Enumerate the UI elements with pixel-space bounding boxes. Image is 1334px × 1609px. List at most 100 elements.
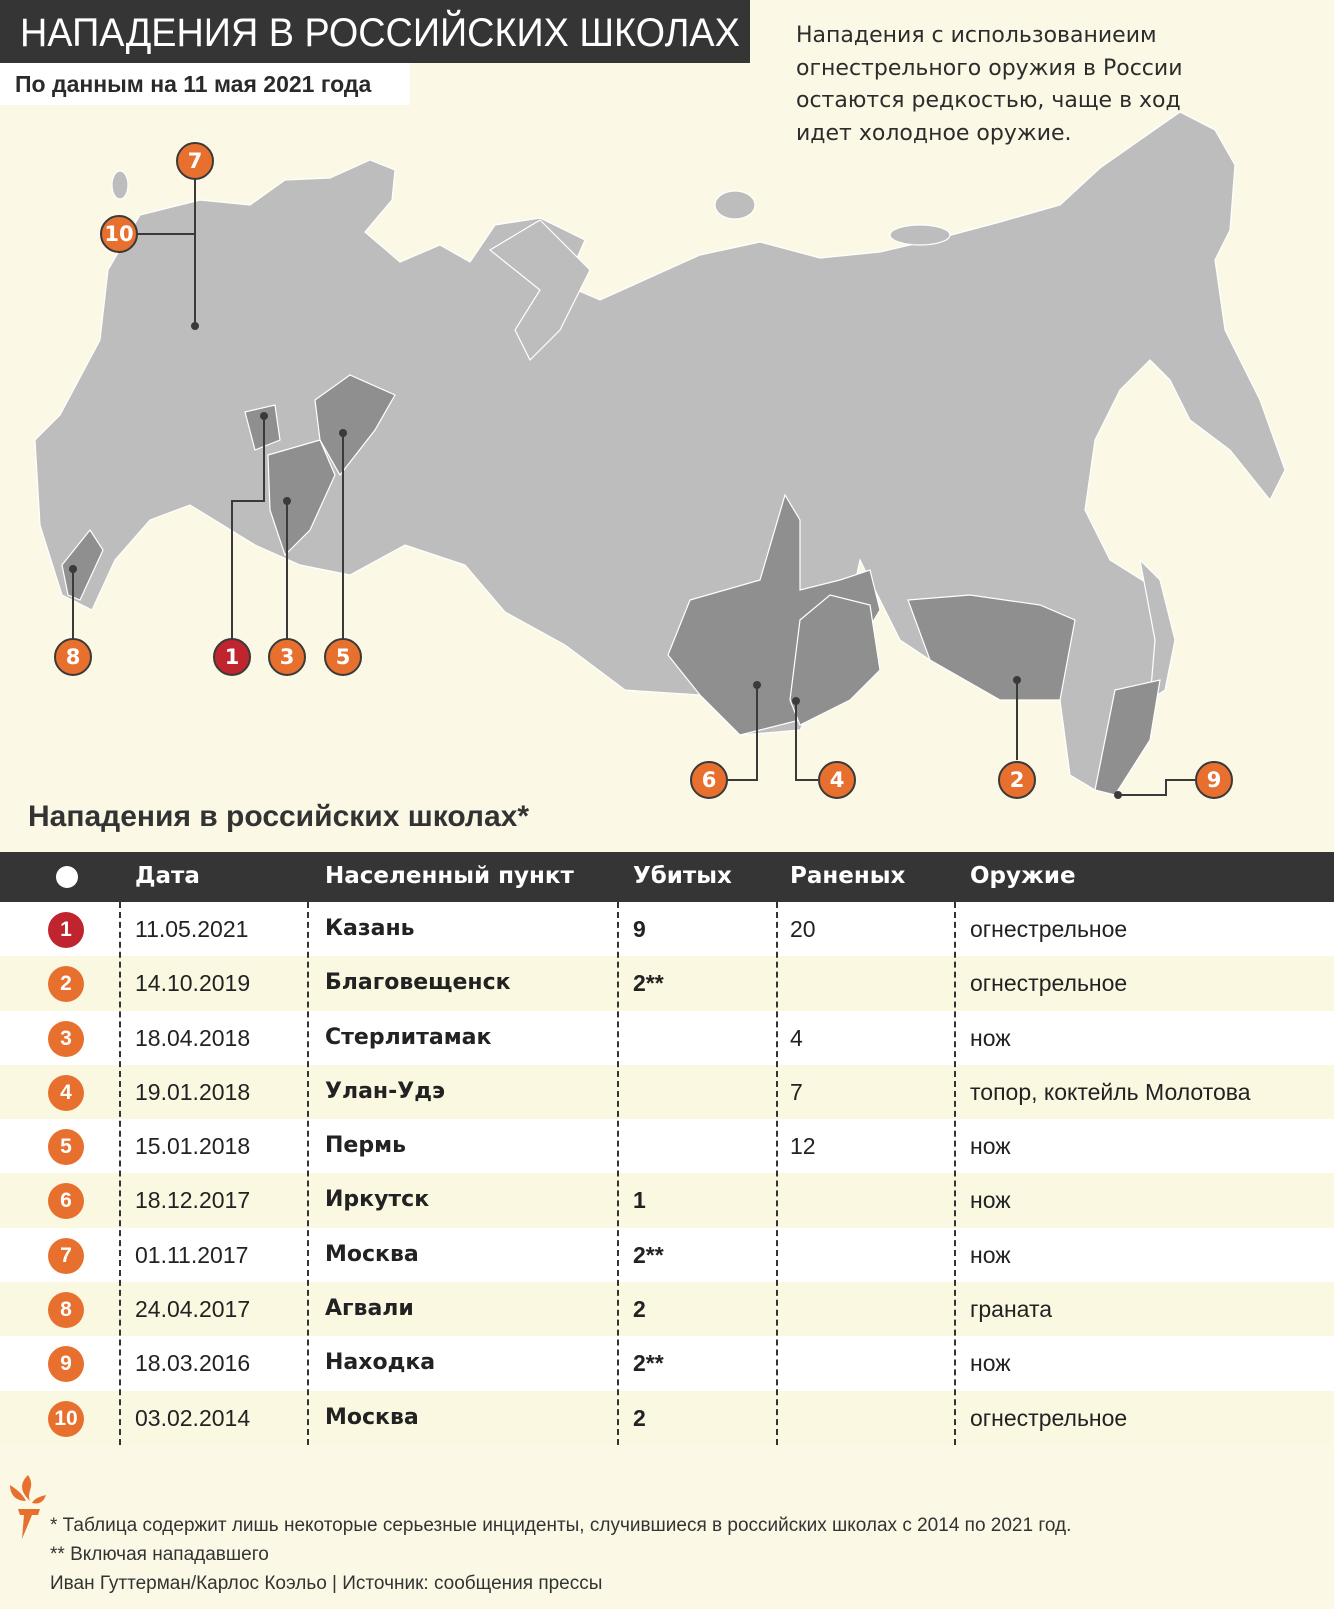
row-city: Москва [325,1241,419,1267]
row-marker: 9 [48,1346,84,1383]
table-row: 2 14.10.2019 Благовещенск 2** огнестрельное [0,956,1334,1011]
island [889,224,951,246]
location-dot [1013,676,1021,684]
location-dot [339,429,347,437]
row-city: Агвали [325,1296,414,1322]
row-marker: 5 [48,1129,84,1166]
row-city: Благовещенск [325,970,511,996]
row-weapon: огнестрельное [970,970,1128,997]
region-buryatia [789,594,881,726]
marker-column-icon [56,866,78,888]
location-dot [191,322,199,330]
map-marker-3[interactable]: 3 [268,638,306,676]
column-divider [776,902,778,1445]
table-row: 9 18.03.2016 Находка 2** нож [0,1336,1334,1391]
page-subtitle: По данным на 11 мая 2021 года [0,63,410,105]
region-primorye [1094,679,1161,796]
column-city: Населенный пункт [325,863,574,889]
row-date: 18.03.2016 [135,1350,251,1377]
region-perm [314,374,396,477]
map-marker-9[interactable]: 9 [1195,761,1233,799]
map-marker-6[interactable]: 6 [690,761,728,799]
row-date: 15.01.2018 [135,1133,251,1160]
table-row: 3 18.04.2018 Стерлитамак 4 нож [0,1010,1334,1065]
russia-map [34,111,1286,799]
column-killed: Убитых [633,863,732,889]
row-date: 14.10.2019 [135,970,251,997]
map-marker-5[interactable]: 5 [324,638,362,676]
row-date: 18.04.2018 [135,1024,251,1051]
row-marker: 4 [48,1074,84,1111]
row-date: 01.11.2017 [135,1241,249,1268]
table-header: Дата Населенный пункт Убитых Раненых Ору… [0,852,1334,902]
row-killed: 2** [633,1241,664,1268]
row-date: 03.02.2014 [135,1404,251,1431]
table-row: 6 18.12.2017 Иркутск 1 нож [0,1173,1334,1228]
row-killed: 9 [633,916,646,942]
row-city: Находка [325,1350,436,1376]
island [714,190,756,220]
row-city: Москва [325,1404,419,1430]
row-date: 11.05.2021 [135,916,249,942]
region-amur [907,594,1076,701]
row-city: Пермь [325,1133,406,1159]
sakhalin [1139,558,1176,702]
location-dot [283,497,291,505]
map-marker-2[interactable]: 2 [998,761,1036,799]
column-divider [617,902,619,1445]
map-marker-1[interactable]: 1 [213,638,251,676]
credits: Иван Гуттерман/Карлос Коэльо | Источник:… [50,1573,603,1594]
column-date: Дата [135,863,200,889]
row-weapon: огнестрельное [970,1404,1128,1431]
map-marker-10[interactable]: 10 [100,215,138,253]
location-dot [1114,791,1122,799]
intro-text: Нападения с использованиеим огнестрельно… [796,23,1183,146]
row-date: 24.04.2017 [135,1296,251,1323]
table-row: 8 24.04.2017 Агвали 2 граната [0,1282,1334,1337]
location-dot [753,681,761,689]
row-date: 19.01.2018 [135,1078,251,1105]
row-marker: 6 [48,1183,84,1220]
column-wounded: Раненых [790,863,906,889]
row-weapon: нож [970,1133,1011,1160]
column-divider [307,902,309,1445]
map-marker-8[interactable]: 8 [54,638,92,676]
row-city: Иркутск [325,1187,430,1213]
row-city: Стерлитамак [325,1024,492,1050]
table-row: 10 03.02.2014 Москва 2 огнестрельное [0,1390,1334,1445]
table-row: 7 01.11.2017 Москва 2** нож [0,1227,1334,1283]
row-city: Казань [325,916,415,941]
leader-line [795,701,818,781]
row-killed: 2** [633,970,664,997]
leader-line [1118,779,1195,796]
footnote-2: ** Включая нападавшего [50,1544,269,1565]
map-marker-7[interactable]: 7 [176,142,214,180]
row-weapon: огнестрельное [970,916,1128,942]
table-title: Нападения в российских школах* [28,800,530,833]
column-divider [119,902,121,1445]
location-dot [792,697,800,705]
leader-line [231,416,265,640]
page-title-bar: НАПАДЕНИЯ В РОССИЙСКИХ ШКОЛАХ [0,0,750,63]
row-weapon: нож [970,1187,1011,1214]
row-wounded: 4 [790,1024,803,1051]
row-wounded: 20 [790,916,816,942]
row-killed: 1 [633,1187,646,1214]
location-dot [260,412,268,420]
row-marker: 3 [48,1020,84,1057]
map-marker-4[interactable]: 4 [818,761,856,799]
location-dot [69,565,77,573]
page-title: НАПАДЕНИЯ В РОССИЙСКИХ ШКОЛАХ [20,11,740,55]
row-marker: 1 [48,912,84,948]
footnote-1: * Таблица содержит лишь некоторые серьез… [50,1515,1072,1536]
row-city: Улан-Удэ [325,1078,446,1104]
row-wounded: 12 [790,1133,816,1160]
row-weapon: граната [970,1296,1053,1323]
table-body: 1 11.05.2021 Казань 9 20 огнестрельное 2 14.10.… [0,902,1334,1445]
table-row: 5 15.01.2018 Пермь 12 нож [0,1119,1334,1174]
table-row: 4 19.01.2018 Улан-Удэ 7 топор, коктейль Моло… [0,1064,1334,1120]
russia-territory [34,111,1286,791]
row-weapon: топор, коктейль Молотова [970,1078,1251,1105]
row-weapon: нож [970,1024,1011,1051]
novaya-zemlya [488,219,591,362]
